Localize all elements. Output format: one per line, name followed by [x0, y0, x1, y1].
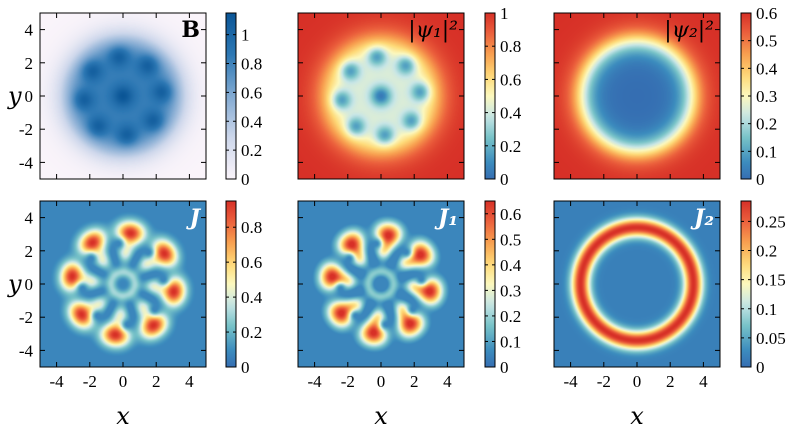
panel-label: |ψ₂|²: [664, 18, 714, 43]
colorbar: [484, 12, 496, 180]
x-tick-label: 0: [633, 372, 642, 391]
colorbar-tick-label: 0.3: [756, 87, 777, 106]
colorbar-tick-label: 0.2: [756, 242, 777, 261]
x-tick-label: -2: [341, 372, 355, 391]
x-tick-label: 4: [699, 372, 708, 391]
x-axis-label: x: [374, 402, 388, 427]
y-tick-label: 2: [25, 242, 34, 261]
y-tick-label: 4: [25, 21, 34, 40]
panel-label: J: [186, 205, 202, 231]
x-tick-label: 2: [666, 372, 675, 391]
colorbar-tick-label: 0.6: [500, 205, 521, 224]
colorbar-tick-label: 0.2: [756, 115, 777, 134]
heatmap-image: [298, 201, 464, 367]
panel-label: |ψ₁|²: [408, 18, 458, 43]
x-tick-label: -4: [308, 372, 323, 391]
colorbar-tick-label: 0: [756, 170, 765, 189]
x-tick-label: -2: [597, 372, 611, 391]
colorbar-tick-label: 0.8: [500, 37, 521, 56]
x-tick-label: 0: [119, 372, 128, 391]
panel-label: J₂: [690, 205, 714, 231]
colorbar-tick-label: 0.4: [241, 112, 263, 131]
colorbar-tick-label: 1: [241, 26, 250, 45]
colorbar-tick-label: 0.2: [241, 323, 262, 342]
x-tick-label: 2: [410, 372, 419, 391]
colorbar-tick-label: 0.6: [756, 4, 777, 23]
panel-label: B: [181, 17, 200, 43]
y-tick-label: 0: [25, 87, 34, 106]
colorbar-tick-label: 0.4: [756, 59, 778, 78]
colorbar: [484, 200, 496, 368]
colorbar-tick-label: 0.2: [500, 137, 521, 156]
x-tick-label: 2: [152, 372, 161, 391]
x-axis-label: x: [116, 402, 130, 427]
panel-3: |ψ₂|² 0 0.1 0.2 0.3 0.4 0.5 0.6: [553, 4, 778, 189]
colorbar-tick-label: 0.25: [756, 212, 786, 231]
colorbar: [225, 12, 237, 180]
heatmap-image: [298, 13, 464, 179]
x-tick-label: -4: [564, 372, 579, 391]
colorbar-tick-label: 0.6: [241, 83, 262, 102]
colorbar-tick-label: 0.3: [500, 281, 521, 300]
panel-5: -4 -2 0 2 4 x J₁ 0 0.1 0.2 0.3 0.4 0.5 0.6: [297, 200, 522, 427]
colorbar: [225, 200, 237, 368]
colorbar-tick-label: 0: [241, 358, 250, 377]
colorbar-tick-label: 0.5: [756, 32, 777, 51]
panel-1: -4 -2 0 2 4 y B 0 0.2 0.4 0.6 0.8 1: [7, 12, 263, 189]
colorbar-tick-label: 0.2: [500, 307, 521, 326]
y-tick-label: 4: [25, 209, 34, 228]
y-tick-label: -4: [19, 341, 34, 360]
panel-6: -4 -2 0 2 4 x J₂ 0 0.05 0.1 0.15 0.2 0.25: [553, 200, 786, 427]
colorbar-tick-label: 0.4: [500, 256, 522, 275]
heatmap-image: [554, 201, 720, 367]
colorbar-tick-label: 0.15: [756, 271, 786, 290]
panel-label: J₁: [434, 205, 458, 231]
colorbar-tick-label: 0.6: [241, 253, 262, 272]
x-axis-label: x: [630, 402, 644, 427]
heatmap-image: [40, 201, 206, 367]
colorbar-tick-label: 0: [500, 358, 509, 377]
x-tick-label: 4: [443, 372, 452, 391]
y-axis-label: y: [7, 270, 22, 298]
colorbar-tick-label: 0: [500, 170, 509, 189]
panel-2: |ψ₁|² 0 0.2 0.4 0.6 0.8 1: [297, 4, 522, 189]
heatmap-image: [554, 13, 720, 179]
colorbar-tick-label: 0.4: [241, 288, 263, 307]
colorbar-tick-label: 0.05: [756, 329, 786, 348]
heatmap-image: [40, 13, 206, 179]
y-tick-label: 0: [25, 275, 34, 294]
colorbar-tick-label: 0.6: [500, 70, 521, 89]
colorbar-tick-label: 0.8: [241, 218, 262, 237]
colorbar-tick-label: 0.1: [756, 300, 777, 319]
y-tick-label: -2: [19, 308, 33, 327]
x-tick-label: -2: [83, 372, 97, 391]
y-tick-label: -2: [19, 120, 33, 139]
colorbar-tick-label: 0.8: [241, 55, 262, 74]
x-tick-label: 4: [185, 372, 194, 391]
colorbar-tick-label: 0: [241, 170, 250, 189]
colorbar-tick-label: 0.1: [500, 332, 521, 351]
x-tick-label: 0: [377, 372, 386, 391]
colorbar-tick-label: 0.4: [500, 104, 522, 123]
x-tick-label: -4: [50, 372, 65, 391]
y-tick-label: -4: [19, 153, 34, 172]
colorbar-tick-label: 0.2: [241, 141, 262, 160]
panel-4: -4 -4 -2 -2 0 0 2 2 4 4 y x J 0 0.2 0.4 0.6 0.8: [7, 200, 263, 427]
y-axis-label: y: [7, 82, 22, 110]
colorbar-tick-label: 0: [756, 358, 765, 377]
colorbar-tick-label: 0.1: [756, 142, 777, 161]
colorbar: [740, 200, 752, 368]
colorbar-tick-label: 0.5: [500, 230, 521, 249]
colorbar-tick-label: 1: [500, 4, 509, 23]
y-tick-label: 2: [25, 54, 34, 73]
